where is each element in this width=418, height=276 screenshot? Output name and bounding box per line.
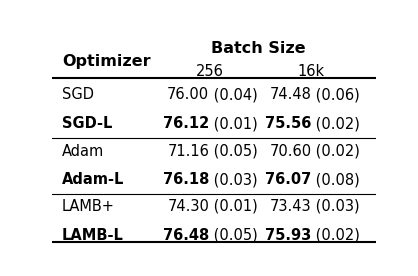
Text: 76.07: 76.07: [265, 172, 311, 187]
Text: (0.01): (0.01): [209, 199, 258, 214]
Text: (0.08): (0.08): [311, 172, 360, 187]
Text: (0.02): (0.02): [311, 144, 360, 159]
Text: SGD-L: SGD-L: [62, 116, 112, 131]
Text: (0.04): (0.04): [209, 87, 258, 102]
Text: (0.05): (0.05): [209, 144, 258, 159]
Text: 76.00: 76.00: [167, 87, 209, 102]
Text: Adam-L: Adam-L: [62, 172, 124, 187]
Text: (0.02): (0.02): [311, 228, 360, 243]
Text: Batch Size: Batch Size: [212, 41, 306, 55]
Text: 16k: 16k: [298, 64, 325, 79]
Text: 74.30: 74.30: [168, 199, 209, 214]
Text: LAMB+: LAMB+: [62, 199, 115, 214]
Text: LAMB-L: LAMB-L: [62, 228, 124, 243]
Text: (0.06): (0.06): [311, 87, 360, 102]
Text: Optimizer: Optimizer: [62, 54, 150, 69]
Text: (0.05): (0.05): [209, 228, 258, 243]
Text: (0.03): (0.03): [311, 199, 360, 214]
Text: 75.56: 75.56: [265, 116, 311, 131]
Text: (0.02): (0.02): [311, 116, 360, 131]
Text: 76.12: 76.12: [163, 116, 209, 131]
Text: 256: 256: [196, 64, 223, 79]
Text: 70.60: 70.60: [269, 144, 311, 159]
Text: 74.48: 74.48: [270, 87, 311, 102]
Text: SGD: SGD: [62, 87, 94, 102]
Text: 73.43: 73.43: [270, 199, 311, 214]
Text: (0.03): (0.03): [209, 172, 258, 187]
Text: 71.16: 71.16: [168, 144, 209, 159]
Text: Adam: Adam: [62, 144, 104, 159]
Text: 76.18: 76.18: [163, 172, 209, 187]
Text: (0.01): (0.01): [209, 116, 258, 131]
Text: 75.93: 75.93: [265, 228, 311, 243]
Text: 76.48: 76.48: [163, 228, 209, 243]
